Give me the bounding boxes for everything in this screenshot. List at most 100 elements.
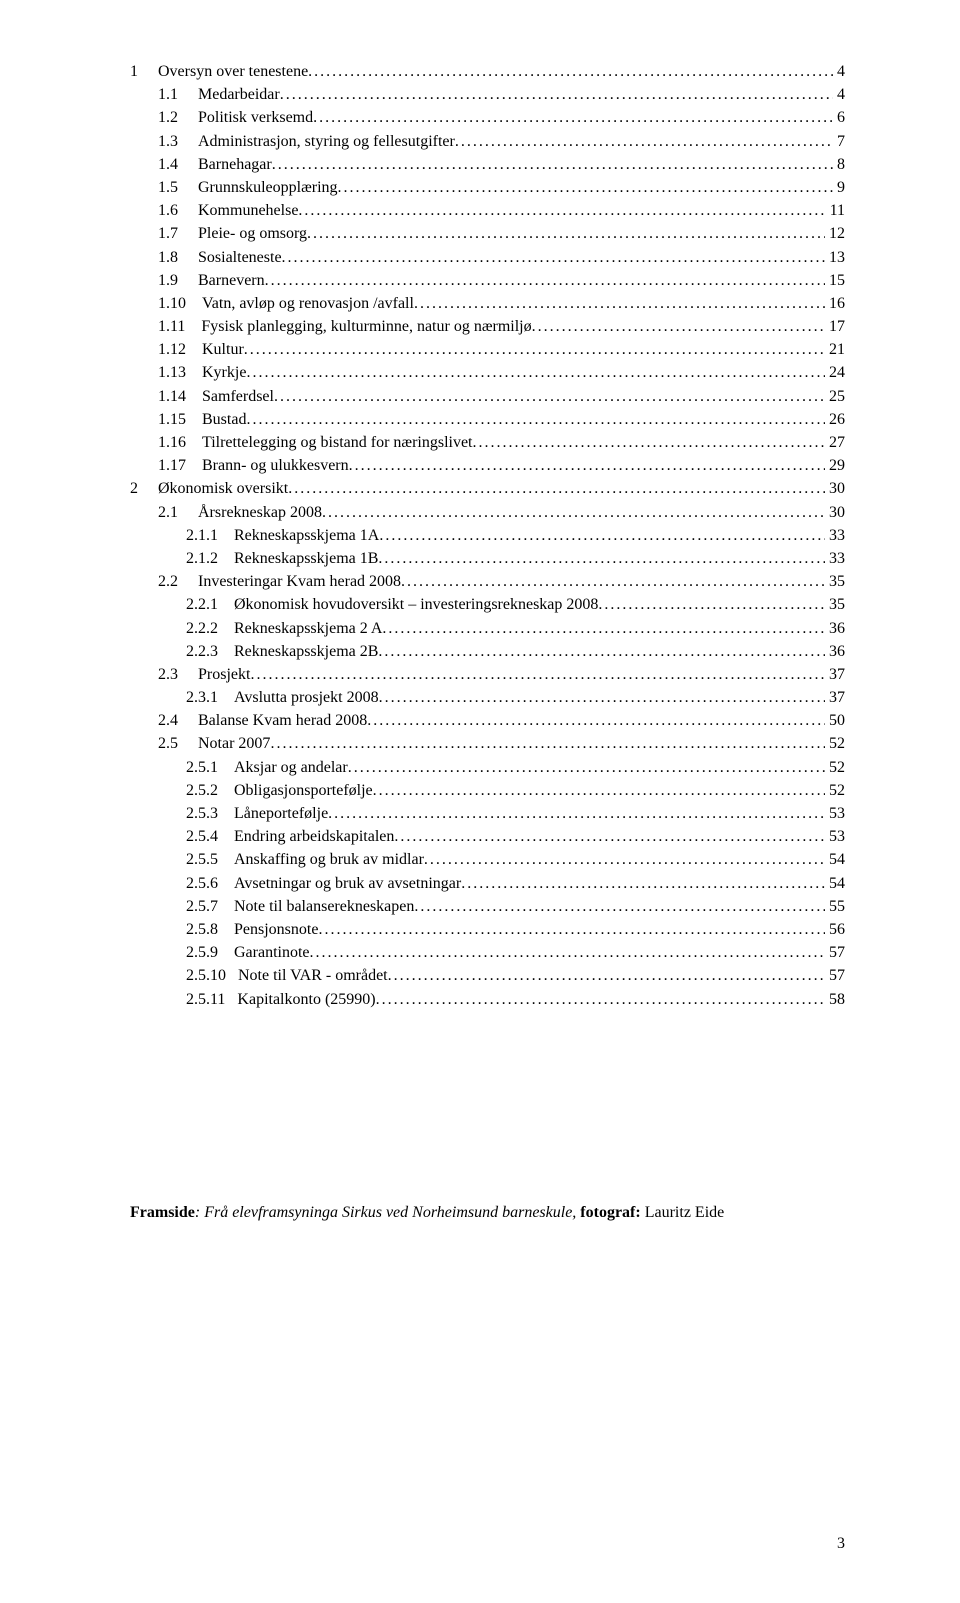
toc-page: 50 [825,709,845,732]
toc-number: 2.5.3 [186,802,234,825]
toc-entry: 2.2.2 Rekneskapsskjema 2 A 36 [186,617,845,640]
toc-leader-dots [274,385,825,408]
toc-page: 58 [825,988,845,1011]
toc-title: Politisk verksemd [198,106,313,129]
toc-leader-dots [367,709,825,732]
toc-number: 2.5.4 [186,825,234,848]
toc-title: Note til balanserekneskapen [234,895,414,918]
toc-leader-dots [532,315,825,338]
toc-page: 4 [833,83,845,106]
toc-entry: 2.5.10 Note til VAR - området 57 [186,964,845,987]
toc-title: Obligasjonsportefølje [234,779,373,802]
toc-page: 33 [825,547,845,570]
toc-number: 2.5.6 [186,872,234,895]
toc-title: Fysisk planlegging, kulturminne, natur o… [201,315,531,338]
toc-entry: 2.5 Notar 2007 52 [158,732,845,755]
toc-entry: 2.5.3 Låneportefølje 53 [186,802,845,825]
toc-page: 33 [825,524,845,547]
toc-leader-dots [270,732,825,755]
toc-title: Sosialteneste [198,246,282,269]
toc-page: 52 [825,779,845,802]
toc-entry: 1.3 Administrasjon, styring og fellesutg… [158,130,845,153]
toc-leader-dots [455,130,833,153]
toc-number: 1.11 [158,315,201,338]
toc-entry: 1.12 Kultur 21 [158,338,845,361]
toc-entry: 1.9 Barnevern 15 [158,269,845,292]
toc-leader-dots [282,246,825,269]
toc-number: 1.17 [158,454,202,477]
toc-page: 6 [833,106,845,129]
toc-entry: 2.1.2 Rekneskapsskjema 1B 33 [186,547,845,570]
toc-page: 8 [833,153,845,176]
toc-page: 53 [825,802,845,825]
toc-number: 1.1 [158,83,198,106]
toc-page: 4 [833,60,845,83]
toc-entry: 2.5.7 Note til balanserekneskapen 55 [186,895,845,918]
toc-leader-dots [246,408,825,431]
toc-leader-dots [338,176,833,199]
toc-page: 24 [825,361,845,384]
toc-title: Tilrettelegging og bistand for næringsli… [202,431,473,454]
toc-number: 2.5.8 [186,918,234,941]
toc-number: 2.4 [158,709,198,732]
toc-title: Brann- og ulukkesvern [202,454,349,477]
table-of-contents: 1 Oversyn over tenestene 41.1 Medarbeida… [130,60,845,1011]
toc-page: 27 [825,431,845,454]
toc-title: Økonomisk oversikt [158,477,288,500]
toc-page: 54 [825,872,845,895]
toc-entry: 1.13 Kyrkje 24 [158,361,845,384]
toc-entry: 1.15 Bustad 26 [158,408,845,431]
toc-entry: 2.5.4 Endring arbeidskapitalen 53 [186,825,845,848]
toc-number: 1.14 [158,385,202,408]
toc-number: 2.5 [158,732,198,755]
toc-entry: 2.5.5 Anskaffing og bruk av midlar 54 [186,848,845,871]
toc-number: 1.2 [158,106,198,129]
toc-leader-dots [349,454,825,477]
toc-title: Pleie- og omsorg [198,222,307,245]
toc-title: Bustad [202,408,246,431]
toc-entry: 2.5.2 Obligasjonsportefølje 52 [186,779,845,802]
toc-leader-dots [378,640,825,663]
toc-title: Kultur [202,338,244,361]
toc-number: 2.2.1 [186,593,234,616]
toc-number: 1 [130,60,158,83]
toc-number: 2.1.1 [186,524,234,547]
toc-entry: 2.5.11 Kapitalkonto (25990) 58 [186,988,845,1011]
toc-title: Administrasjon, styring og fellesutgifte… [198,130,455,153]
toc-number: 2.5.7 [186,895,234,918]
toc-page: 17 [825,315,845,338]
toc-entry: 2.1 Årsrekneskap 2008 30 [158,501,845,524]
toc-title: Note til VAR - området [238,964,388,987]
toc-page: 36 [825,617,845,640]
toc-leader-dots [328,802,825,825]
toc-leader-dots [322,501,825,524]
toc-number: 1.8 [158,246,198,269]
toc-page: 13 [825,246,845,269]
toc-entry: 2.1.1 Rekneskapsskjema 1A 33 [186,524,845,547]
toc-page: 52 [825,756,845,779]
caption-photographer-label: fotograf: [580,1204,640,1221]
toc-entry: 2.5.8 Pensjonsnote 56 [186,918,845,941]
toc-entry: 2 Økonomisk oversikt 30 [130,477,845,500]
toc-leader-dots [280,83,833,106]
toc-number: 2.5.10 [186,964,238,987]
toc-number: 2.2.2 [186,617,234,640]
toc-number: 1.7 [158,222,198,245]
toc-page: 7 [833,130,845,153]
toc-page: 37 [825,663,845,686]
toc-title: Investeringar Kvam herad 2008 [198,570,401,593]
toc-page: 21 [825,338,845,361]
caption-photographer-name: Lauritz Eide [641,1204,725,1221]
toc-title: Notar 2007 [198,732,270,755]
toc-number: 1.12 [158,338,202,361]
toc-entry: 2.2.3 Rekneskapsskjema 2B 36 [186,640,845,663]
toc-number: 2.1.2 [186,547,234,570]
page-number: 3 [837,1535,845,1553]
toc-page: 35 [825,593,845,616]
toc-leader-dots [298,199,825,222]
toc-entry: 1.14 Samferdsel 25 [158,385,845,408]
toc-page: 37 [825,686,845,709]
toc-entry: 1 Oversyn over tenestene 4 [130,60,845,83]
toc-leader-dots [246,361,825,384]
toc-entry: 1.16 Tilrettelegging og bistand for næri… [158,431,845,454]
